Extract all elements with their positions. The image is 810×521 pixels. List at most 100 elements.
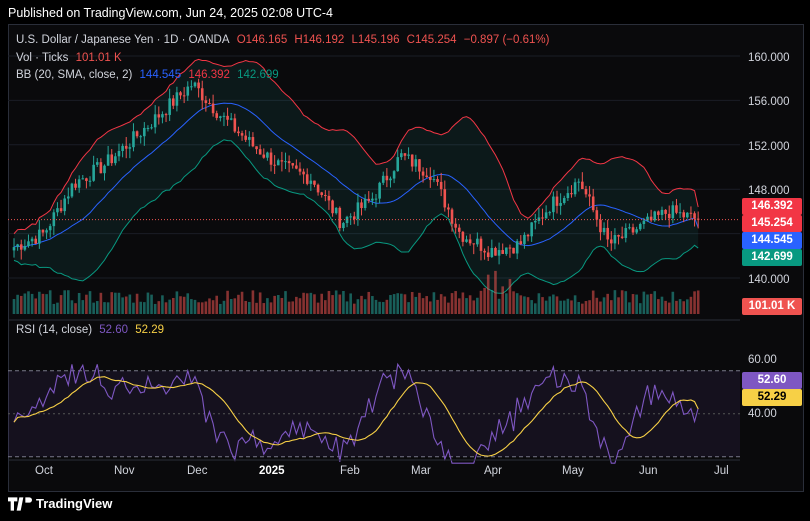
volume-bar xyxy=(613,290,617,314)
tradingview-icon xyxy=(8,496,32,511)
volume-bar xyxy=(338,294,342,314)
candle-body xyxy=(447,207,450,210)
candle-body xyxy=(269,152,273,165)
volume-bar xyxy=(349,293,352,314)
candle-body xyxy=(436,179,439,182)
candle-body xyxy=(48,226,52,231)
volume-bar xyxy=(215,295,219,314)
volume-bar xyxy=(41,293,45,314)
time-tick-mar: Mar xyxy=(411,465,431,477)
volume-bar xyxy=(59,295,63,314)
volume-bar xyxy=(331,295,334,314)
candle-body xyxy=(577,181,581,183)
volume-bar xyxy=(146,292,150,314)
candle-body xyxy=(541,217,544,219)
volume-bar xyxy=(226,290,229,314)
volume-bar xyxy=(519,295,523,314)
price-tick-148: 148.000 xyxy=(748,185,790,197)
volume-bar xyxy=(334,290,338,314)
volume-bar xyxy=(157,301,161,314)
volume-bar xyxy=(67,290,70,314)
price-tick-156: 156.000 xyxy=(748,96,790,108)
volume-bar xyxy=(671,291,675,314)
volume-bar xyxy=(472,300,476,314)
candle-body xyxy=(667,213,671,219)
volume-bar xyxy=(392,294,396,314)
candle-body xyxy=(95,162,99,165)
tradingview-logo[interactable]: TradingView xyxy=(8,496,112,511)
volume-bar xyxy=(45,294,48,314)
volume-bar xyxy=(240,291,244,314)
volume-bar xyxy=(363,299,367,314)
time-tick-nov: Nov xyxy=(114,465,135,477)
volume-bar xyxy=(486,274,490,314)
time-tick-jun: Jun xyxy=(639,465,658,477)
candle-body xyxy=(432,179,436,181)
volume-bar xyxy=(34,298,38,314)
candle-body xyxy=(559,202,562,206)
volume-bar xyxy=(606,293,609,314)
volume-bar xyxy=(468,295,472,314)
candle-body xyxy=(610,239,613,244)
candle-body xyxy=(164,114,168,116)
low-value: L145.196 xyxy=(351,34,400,46)
volume-bar xyxy=(617,297,620,314)
volume-bar xyxy=(273,295,276,314)
candle-body xyxy=(251,137,255,147)
volume-bar xyxy=(269,302,273,314)
volume-tag: 101.01 K xyxy=(742,298,802,315)
candle-body xyxy=(233,118,237,132)
candle-body xyxy=(638,224,642,230)
candle-body xyxy=(591,196,595,211)
candle-body xyxy=(671,205,675,219)
volume-bar xyxy=(541,297,544,314)
time-tick-feb: Feb xyxy=(340,465,360,477)
volume-bar xyxy=(92,302,95,314)
volume-bar xyxy=(371,296,374,314)
candle-body xyxy=(454,223,457,228)
candle-body xyxy=(211,103,215,114)
candle-body xyxy=(617,235,620,237)
volume-bar xyxy=(280,297,284,314)
volume-bar xyxy=(573,295,577,314)
candle-body xyxy=(219,116,222,118)
price-chart[interactable] xyxy=(8,24,740,490)
candle-body xyxy=(374,198,378,200)
candle-body xyxy=(197,82,200,89)
candle-body xyxy=(208,103,211,105)
candle-body xyxy=(34,238,38,244)
candle-body xyxy=(584,189,588,195)
rsi-label: RSI (14, close) xyxy=(16,324,93,336)
candle-body xyxy=(324,195,327,197)
candle-body xyxy=(157,114,161,118)
volume-bar xyxy=(266,298,269,314)
volume-bar xyxy=(501,286,504,314)
candle-body xyxy=(226,115,229,120)
candle-body xyxy=(519,241,523,245)
candle-body xyxy=(237,131,240,134)
volume-bar xyxy=(378,301,381,314)
candle-body xyxy=(280,160,284,162)
rsi-tick-40: 40.00 xyxy=(748,408,777,420)
candle-body xyxy=(490,247,494,258)
volume-bar xyxy=(233,298,237,314)
volume-bar xyxy=(537,293,541,314)
volume-bar xyxy=(258,292,262,314)
volume-bar xyxy=(193,299,197,314)
candle-body xyxy=(566,193,570,199)
volume-bar xyxy=(77,292,81,314)
rsi-tag: 52.60 xyxy=(742,372,802,389)
candle-body xyxy=(338,207,342,229)
candle-body xyxy=(378,182,381,199)
candle-body xyxy=(193,82,197,87)
volume-bar xyxy=(360,295,363,314)
volume-bar xyxy=(316,302,320,314)
volume-bar xyxy=(381,302,385,314)
candle-body xyxy=(38,229,41,244)
volume-bar xyxy=(631,294,635,314)
volume-bar xyxy=(693,291,696,314)
volume-bar xyxy=(295,296,298,314)
candle-body xyxy=(468,239,472,244)
volume-bar xyxy=(121,297,124,314)
high-value: H146.192 xyxy=(294,34,345,46)
